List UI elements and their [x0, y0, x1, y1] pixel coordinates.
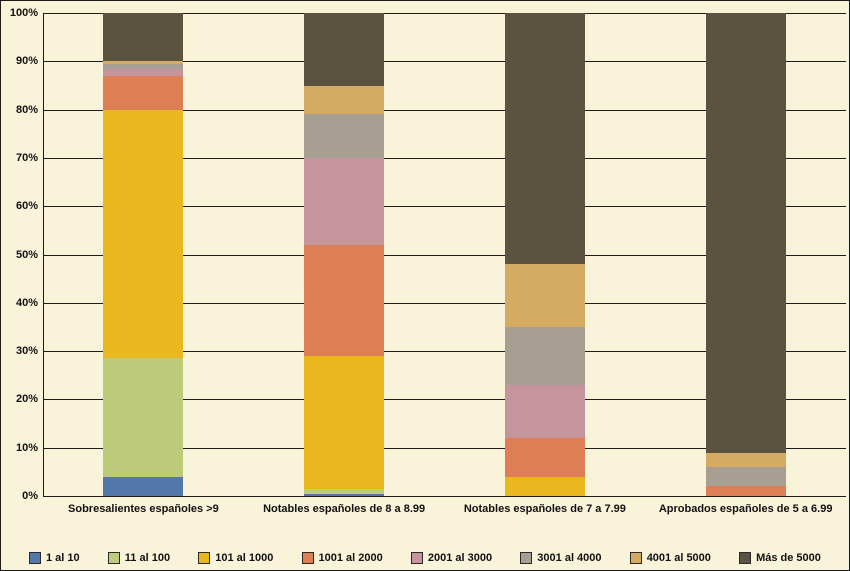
legend-label: Más de 5000 [756, 552, 821, 564]
bar-segment [304, 85, 385, 115]
grid-line [43, 254, 846, 256]
grid-line [43, 206, 846, 208]
bar-segment [304, 13, 385, 86]
y-axis-labels: 100% 90% 80% 70% 60% 50% 40% 30% 20% 10% 0% [10, 7, 846, 502]
grid-line [43, 351, 846, 353]
bar-slot [445, 13, 646, 496]
bar-slot [645, 13, 846, 496]
legend-swatch [107, 552, 120, 564]
bar-segment [103, 63, 184, 69]
bar-segment [504, 384, 585, 439]
bar-segment [304, 114, 385, 158]
bar-segment [103, 75, 184, 110]
y-tick-label: 70% [15, 151, 38, 164]
plot-area: 100% 90% 80% 70% 60% 50% 40% 30% 20% 10% 0% [10, 7, 846, 502]
bar-segment [304, 488, 385, 494]
y-axis-line [43, 13, 44, 496]
y-tick-label: 20% [15, 393, 38, 406]
grid-line [43, 61, 846, 63]
legend: 1 al 10 11 al 100 101 al 1000 1001 al 2000 2… [1, 552, 849, 564]
legend-swatch [410, 552, 423, 564]
bar-segment [504, 326, 585, 385]
legend-swatch [629, 552, 642, 564]
legend-item: 101 al 1000 [198, 552, 273, 564]
grid-line [43, 399, 846, 401]
x-axis-label: Aprobados españoles de 5 a 6.99 [658, 503, 833, 515]
legend-swatch [739, 552, 752, 564]
grid-line [43, 13, 846, 14]
bar-segment [304, 355, 385, 489]
legend-swatch [198, 552, 211, 564]
x-axis-label: Sobresalientes españoles >9 [68, 503, 219, 515]
bar-segment [705, 452, 786, 468]
bar-segment [103, 61, 184, 64]
plot-bars [43, 13, 846, 496]
legend-item: 1001 al 2000 [301, 552, 383, 564]
y-tick-label: 90% [15, 55, 38, 68]
legend-item: 2001 al 3000 [410, 552, 493, 564]
bar-segment [103, 68, 184, 76]
bar-segment [705, 486, 786, 496]
bar-segment [103, 476, 184, 496]
bar [504, 13, 585, 496]
bar [304, 13, 385, 496]
legend-swatch [520, 552, 533, 564]
y-tick-label: 50% [15, 248, 38, 261]
y-tick-label: 40% [15, 296, 38, 309]
grid-line [43, 496, 846, 497]
bar-segment [304, 493, 385, 496]
y-tick-label: 80% [15, 103, 38, 116]
bar-segment [103, 109, 184, 359]
grid-line [43, 109, 846, 111]
legend-item: 4001 al 5000 [629, 552, 711, 564]
grid-line [43, 447, 846, 449]
legend-label: 11 al 100 [124, 552, 171, 564]
bar-segment [705, 13, 786, 453]
bar-segment [705, 467, 786, 487]
legend-label: 4001 al 5000 [646, 552, 711, 564]
bar-segment [304, 157, 385, 245]
legend-label: 2001 al 3000 [427, 552, 493, 564]
legend-swatch [301, 552, 314, 564]
grid-lines [43, 13, 846, 497]
bar-segment [304, 244, 385, 356]
y-tick-label: 0% [22, 490, 38, 502]
x-axis-label: Notables españoles de 7 a 7.99 [463, 503, 626, 515]
bar-segment [504, 13, 585, 265]
y-tick-label: 10% [15, 441, 38, 454]
legend-item: Más de 5000 [739, 552, 821, 564]
legend-item: 11 al 100 [107, 552, 171, 564]
y-tick-label: 60% [15, 200, 38, 213]
legend-item: 1 al 10 [29, 552, 80, 564]
bar [103, 13, 184, 496]
bar-segment [504, 438, 585, 477]
x-axis-labels: Sobresalientes españoles >9 Notables espa… [43, 503, 846, 515]
bar-segment [504, 476, 585, 496]
legend-label: 101 al 1000 [215, 552, 274, 564]
bar-segment [103, 13, 184, 62]
y-tick-label: 100% [9, 7, 38, 19]
grid-line [43, 157, 846, 159]
grid-line [43, 302, 846, 304]
legend-label: 1001 al 2000 [318, 552, 383, 564]
legend-item: 3001 al 4000 [520, 552, 602, 564]
bar [705, 13, 786, 496]
bar-slot [244, 13, 445, 496]
legend-label: 3001 al 4000 [537, 552, 602, 564]
bar-segment [103, 358, 184, 477]
bar-slot [43, 13, 244, 496]
x-axis-label: Notables españoles de 8 a 8.99 [263, 503, 426, 515]
bar-segment [504, 264, 585, 327]
y-tick-label: 30% [15, 345, 38, 358]
legend-swatch [29, 552, 41, 564]
legend-label: 1 al 10 [46, 552, 80, 564]
